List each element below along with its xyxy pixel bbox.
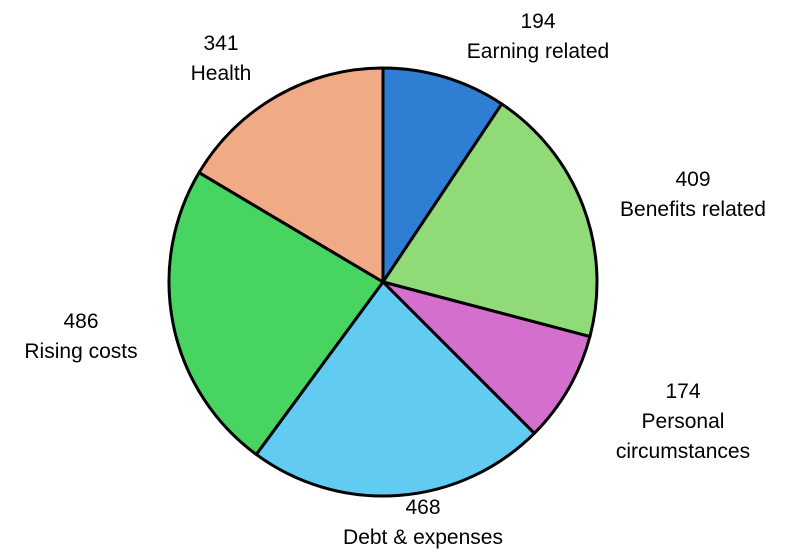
pie-slice-earning-related [381, 66, 504, 284]
slice-name: Rising costs [24, 340, 137, 363]
slice-value: 174 [665, 380, 700, 403]
slice-value: 468 [405, 496, 440, 519]
pie-slice-benefits-related [381, 102, 599, 339]
pie-slices [167, 66, 599, 498]
slice-value: 194 [520, 10, 555, 33]
slice-value: 409 [675, 168, 710, 191]
pie-slice-health [197, 66, 385, 284]
slice-label-rising-costs: 486 Rising costs [24, 310, 137, 363]
slice-label-debt-expenses: 468 Debt & expenses [343, 496, 503, 549]
slice-value: 341 [203, 32, 238, 55]
slice-name: Debt & expenses [343, 526, 503, 549]
slice-name: circumstances [616, 440, 750, 463]
pie-labels: 194 Earning related 409 Benefits related 174… [24, 10, 766, 549]
slice-name: Earning related [467, 40, 609, 63]
pie-slice-personal-circumstances [381, 280, 592, 435]
pie-slice-rising-costs [167, 171, 385, 456]
slice-value: 486 [63, 310, 98, 333]
slice-label-earning-related: 194 Earning related [467, 10, 609, 63]
slice-label-benefits-related: 409 Benefits related [620, 168, 766, 221]
slice-name: Personal [642, 410, 725, 433]
slice-label-health: 341 Health [191, 32, 252, 85]
slice-name: Benefits related [620, 198, 766, 221]
pie-slice-debt-expenses [254, 280, 536, 498]
slice-name: Health [191, 62, 252, 85]
slice-label-personal-circumstances: 174 Personal circumstances [616, 380, 750, 463]
